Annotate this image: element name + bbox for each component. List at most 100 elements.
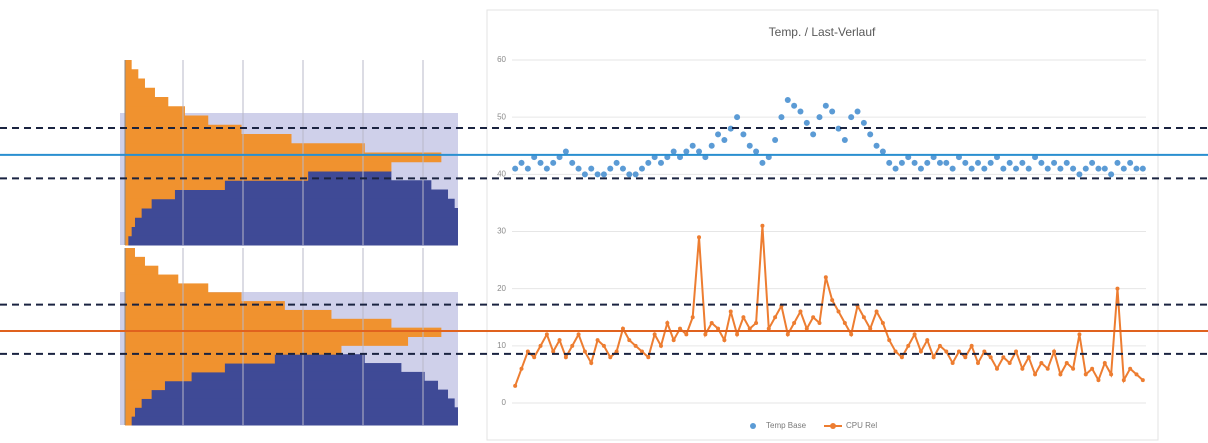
histogram-bar [125, 198, 152, 209]
line-marker [678, 326, 683, 331]
line-marker [576, 332, 581, 337]
cumulative-bar [125, 180, 432, 190]
line [514, 225, 1144, 387]
chart-title: Temp. / Last-Verlauf [769, 25, 876, 39]
histogram-bar [125, 318, 392, 329]
line-marker [513, 383, 518, 388]
cumulative-bar [125, 371, 425, 382]
line-marker [937, 343, 942, 348]
scatter-point [1114, 159, 1121, 166]
line-marker [899, 355, 904, 360]
y-tick-label: 0 [502, 398, 507, 407]
histogram-bar [125, 217, 135, 227]
line-marker [570, 343, 575, 348]
histogram-bar [125, 226, 132, 237]
scatter-point [873, 142, 880, 149]
line-marker [842, 320, 847, 325]
scatter-point [791, 102, 798, 109]
line-marker [1026, 355, 1031, 360]
scatter-point [1070, 165, 1077, 172]
line-marker [697, 235, 702, 240]
scatter-point [886, 159, 893, 166]
line-marker [880, 320, 885, 325]
histogram-bar [125, 363, 225, 373]
scatter-point [1057, 165, 1064, 172]
histogram-bar [125, 115, 209, 126]
line-marker [811, 315, 816, 320]
scatter-point [1013, 165, 1020, 172]
scatter-point [1139, 165, 1146, 172]
line-marker [1039, 360, 1044, 365]
line-marker [931, 355, 936, 360]
scatter-point [1019, 159, 1026, 166]
line-marker [1007, 360, 1012, 365]
histogram-bar [125, 345, 342, 355]
line-marker [716, 326, 721, 331]
scatter-point [581, 171, 588, 178]
line-marker [893, 349, 898, 354]
line-marker [633, 343, 638, 348]
line-marker [532, 355, 537, 360]
line-marker [817, 320, 822, 325]
line-marker [1096, 378, 1101, 383]
line-marker [703, 332, 708, 337]
scatter-point [822, 102, 829, 109]
scatter-point [1025, 165, 1032, 172]
scatter-point [1082, 165, 1089, 172]
y-tick-label: 30 [497, 227, 506, 236]
scatter-point [537, 159, 544, 166]
line-marker [918, 349, 923, 354]
line-marker [925, 338, 930, 343]
scatter-point [1095, 165, 1102, 172]
histogram-bar [125, 389, 152, 399]
line-marker [563, 355, 568, 360]
scatter-point [734, 114, 741, 121]
line-marker [861, 315, 866, 320]
scatter-point [550, 159, 557, 166]
scatter-point [1063, 159, 1070, 166]
histogram-bar [125, 380, 165, 391]
scatter-point [613, 159, 620, 166]
scatter-point [619, 165, 626, 172]
scatter-point [962, 159, 969, 166]
scatter-point [949, 165, 956, 172]
line-marker [830, 298, 835, 303]
line-marker [658, 343, 663, 348]
line-marker [627, 338, 632, 343]
line-marker [582, 349, 587, 354]
scatter-point [803, 119, 810, 126]
line-marker [1001, 355, 1006, 360]
scatter-point [1108, 171, 1115, 178]
cumulative-bar [125, 363, 402, 373]
line-marker [874, 309, 879, 314]
scatter-point [562, 148, 569, 155]
legend-label: Temp Base [766, 421, 807, 430]
scatter-point [898, 159, 905, 166]
line-marker [608, 355, 613, 360]
scatter-point [746, 142, 753, 149]
line-marker [665, 320, 670, 325]
histogram-bar [125, 416, 132, 426]
scatter-point [588, 165, 595, 172]
scatter-point [860, 119, 867, 126]
line-marker [995, 366, 1000, 371]
scatter-point [715, 131, 722, 138]
scatter-point [1133, 165, 1140, 172]
histogram-bar [125, 407, 135, 417]
line-marker [747, 326, 752, 331]
histogram-bar [125, 371, 192, 382]
line-marker [969, 343, 974, 348]
line-marker [868, 326, 873, 331]
scatter-point [829, 108, 836, 115]
cumulative-bar [125, 189, 449, 200]
histogram-bar [125, 327, 442, 337]
histogram-bar [125, 152, 442, 163]
scatter-point [1000, 165, 1007, 172]
scatter-point [1076, 171, 1083, 178]
cumulative-bar [125, 380, 439, 391]
scatter-point [936, 159, 943, 166]
line-marker [1064, 360, 1069, 365]
histogram-bar [125, 301, 285, 311]
scatter-point [848, 114, 855, 121]
